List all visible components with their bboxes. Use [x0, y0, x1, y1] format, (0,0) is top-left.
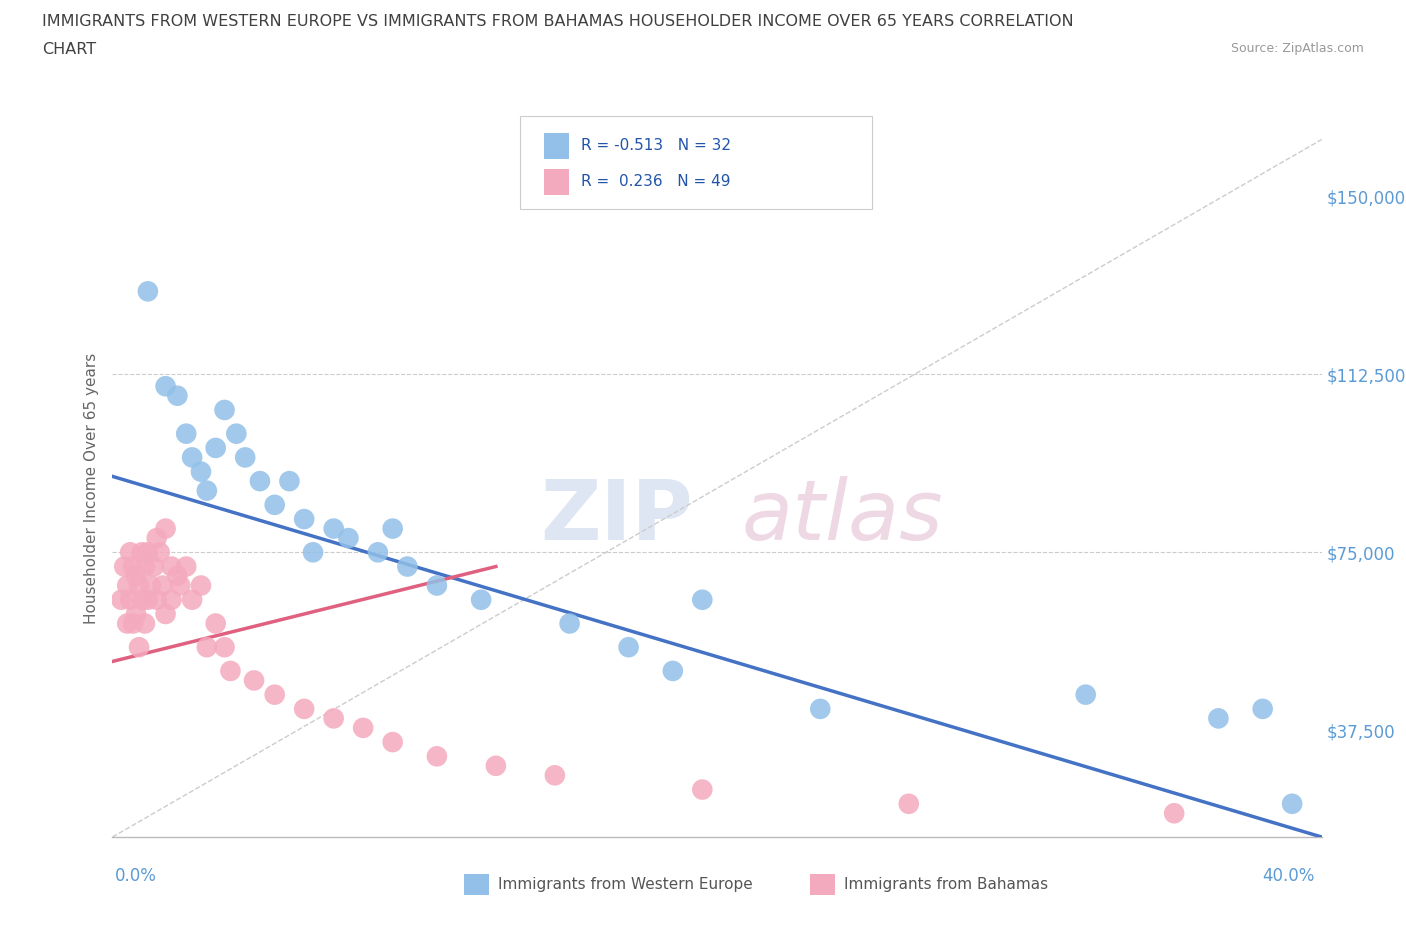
Point [1074, 687, 1097, 702]
Point [155, 379, 177, 393]
Point [396, 559, 419, 574]
Point [152, 578, 174, 593]
Point [169, 578, 191, 593]
Point [115, 616, 138, 631]
Point [181, 592, 204, 607]
Point [190, 464, 212, 479]
Point [1208, 711, 1230, 725]
Point [204, 616, 226, 631]
Text: atlas: atlas [741, 475, 943, 557]
Point [662, 663, 685, 678]
Point [155, 521, 177, 536]
Point [136, 545, 159, 560]
Point [219, 663, 242, 678]
Point [337, 531, 360, 546]
Point [160, 559, 183, 574]
Point [263, 498, 285, 512]
Point [204, 441, 226, 456]
Point [243, 673, 266, 688]
Text: 40.0%: 40.0% [1263, 867, 1315, 884]
Point [125, 606, 148, 621]
Text: R = -0.513   N = 32: R = -0.513 N = 32 [581, 138, 731, 153]
Point [278, 473, 301, 488]
Point [808, 701, 831, 716]
Point [322, 711, 344, 725]
Point [1251, 701, 1274, 716]
Point [1281, 796, 1303, 811]
Point [558, 616, 581, 631]
Point [190, 578, 212, 593]
Point [214, 640, 236, 655]
Point [292, 701, 315, 716]
Point [120, 592, 142, 607]
Point [381, 521, 404, 536]
Point [302, 545, 325, 560]
Point [233, 450, 256, 465]
Point [128, 640, 150, 655]
Point [692, 782, 714, 797]
Point [122, 616, 145, 631]
Text: Source: ZipAtlas.com: Source: ZipAtlas.com [1230, 42, 1364, 55]
Point [470, 592, 492, 607]
Text: IMMIGRANTS FROM WESTERN EUROPE VS IMMIGRANTS FROM BAHAMAS HOUSEHOLDER INCOME OVE: IMMIGRANTS FROM WESTERN EUROPE VS IMMIGR… [42, 14, 1074, 29]
Point [225, 426, 247, 441]
Point [195, 484, 218, 498]
Point [322, 521, 344, 536]
Point [155, 606, 177, 621]
Point [134, 559, 156, 574]
Point [110, 592, 132, 607]
Y-axis label: Householder Income Over 65 years: Householder Income Over 65 years [83, 352, 98, 624]
Point [160, 592, 183, 607]
Text: Immigrants from Western Europe: Immigrants from Western Europe [498, 877, 752, 892]
Point [115, 578, 138, 593]
Point [426, 578, 449, 593]
Text: ZIP: ZIP [540, 475, 693, 557]
Point [134, 616, 156, 631]
Text: Immigrants from Bahamas: Immigrants from Bahamas [844, 877, 1047, 892]
Point [214, 403, 236, 418]
Point [131, 592, 153, 607]
Point [617, 640, 640, 655]
Point [122, 559, 145, 574]
Point [263, 687, 285, 702]
Point [145, 531, 167, 546]
Point [897, 796, 920, 811]
Point [136, 592, 159, 607]
Point [142, 559, 165, 574]
Point [1163, 805, 1185, 820]
Text: 0.0%: 0.0% [115, 867, 157, 884]
Point [136, 284, 159, 299]
Point [181, 450, 204, 465]
Point [125, 568, 148, 583]
Point [166, 389, 188, 404]
Point [426, 749, 449, 764]
Point [381, 735, 404, 750]
Point [112, 559, 135, 574]
Point [195, 640, 218, 655]
Point [485, 758, 508, 773]
Point [292, 512, 315, 526]
Point [128, 578, 150, 593]
Text: R =  0.236   N = 49: R = 0.236 N = 49 [581, 174, 730, 189]
Point [139, 578, 162, 593]
Point [249, 473, 271, 488]
Point [166, 568, 188, 583]
Point [692, 592, 714, 607]
Point [352, 721, 374, 736]
Text: CHART: CHART [42, 42, 96, 57]
Point [145, 592, 167, 607]
Point [174, 426, 197, 441]
Point [367, 545, 389, 560]
Point [120, 545, 142, 560]
Point [131, 545, 153, 560]
Point [544, 768, 567, 783]
Point [174, 559, 197, 574]
Point [149, 545, 172, 560]
